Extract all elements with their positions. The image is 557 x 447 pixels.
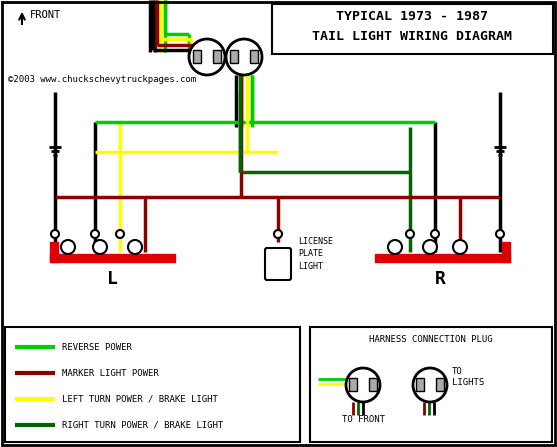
Circle shape bbox=[388, 240, 402, 254]
Circle shape bbox=[226, 39, 262, 75]
Bar bbox=[272, 4, 553, 54]
Bar bbox=[436, 378, 444, 391]
Text: LICENSE
PLATE
LIGHT: LICENSE PLATE LIGHT bbox=[298, 237, 333, 271]
Bar bbox=[50, 242, 58, 262]
Circle shape bbox=[116, 230, 124, 238]
Bar bbox=[50, 254, 175, 262]
Circle shape bbox=[406, 230, 414, 238]
Text: TO FRONT: TO FRONT bbox=[341, 414, 384, 423]
Circle shape bbox=[274, 230, 282, 238]
Text: ©2003 www.chuckschevytruckpages.com: ©2003 www.chuckschevytruckpages.com bbox=[8, 75, 196, 84]
Bar bbox=[230, 50, 238, 63]
Text: TYPICAL 1973 - 1987: TYPICAL 1973 - 1987 bbox=[336, 10, 488, 24]
Bar bbox=[193, 50, 201, 63]
Text: TO
LIGHTS: TO LIGHTS bbox=[452, 367, 484, 387]
Text: REVERSE POWER: REVERSE POWER bbox=[62, 342, 132, 351]
Circle shape bbox=[61, 240, 75, 254]
Circle shape bbox=[91, 230, 99, 238]
Circle shape bbox=[346, 368, 380, 402]
Text: LEFT TURN POWER / BRAKE LIGHT: LEFT TURN POWER / BRAKE LIGHT bbox=[62, 395, 218, 404]
Text: TAIL LIGHT WIRING DIAGRAM: TAIL LIGHT WIRING DIAGRAM bbox=[312, 30, 512, 43]
Bar bbox=[416, 378, 424, 391]
Text: R: R bbox=[434, 270, 446, 288]
Bar bbox=[213, 50, 221, 63]
Circle shape bbox=[496, 230, 504, 238]
Bar bbox=[349, 378, 357, 391]
Circle shape bbox=[431, 230, 439, 238]
Text: RIGHT TURN POWER / BRAKE LIGHT: RIGHT TURN POWER / BRAKE LIGHT bbox=[62, 421, 223, 430]
Text: FRONT: FRONT bbox=[30, 10, 61, 20]
Bar bbox=[310, 327, 552, 442]
Text: L: L bbox=[106, 270, 118, 288]
Circle shape bbox=[453, 240, 467, 254]
Bar bbox=[250, 50, 258, 63]
Text: MARKER LIGHT POWER: MARKER LIGHT POWER bbox=[62, 368, 159, 378]
Bar bbox=[375, 254, 510, 262]
FancyBboxPatch shape bbox=[265, 248, 291, 280]
Circle shape bbox=[93, 240, 107, 254]
Circle shape bbox=[128, 240, 142, 254]
Text: HARNESS CONNECTION PLUG: HARNESS CONNECTION PLUG bbox=[369, 334, 493, 343]
Bar bbox=[5, 327, 300, 442]
Circle shape bbox=[189, 39, 225, 75]
Bar bbox=[369, 378, 377, 391]
Circle shape bbox=[413, 368, 447, 402]
Bar bbox=[502, 242, 510, 262]
Circle shape bbox=[51, 230, 59, 238]
Circle shape bbox=[423, 240, 437, 254]
